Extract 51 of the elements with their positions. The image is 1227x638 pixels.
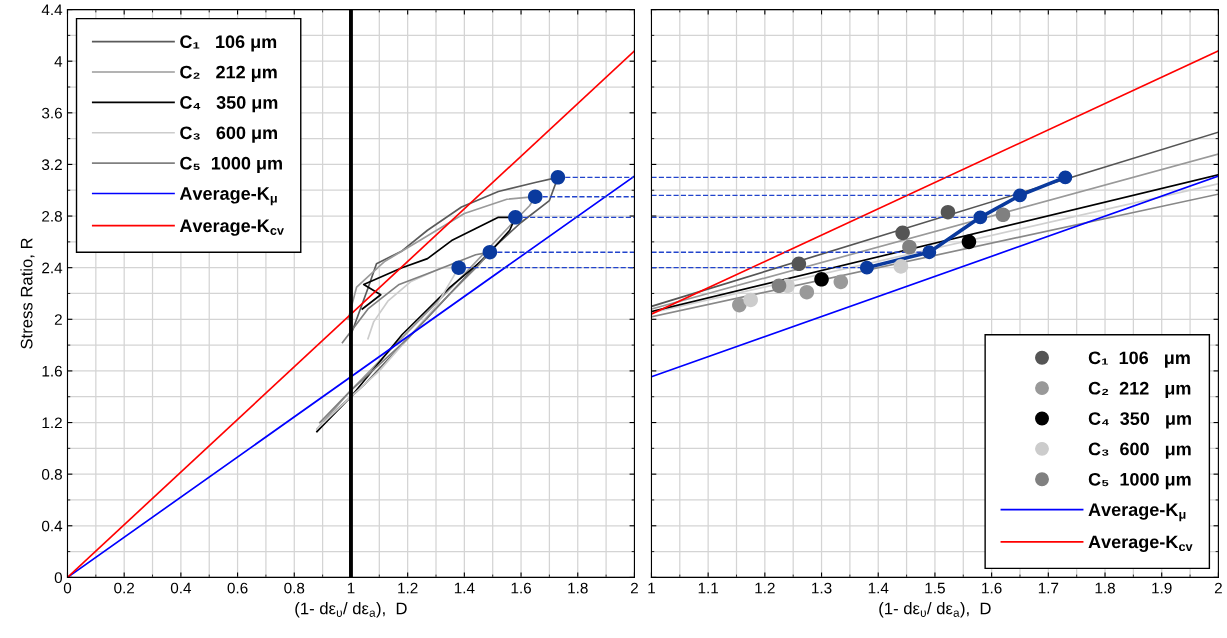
x-tick-label: 0.2 — [114, 582, 135, 594]
legend-label: C₃ 600 μm — [1088, 442, 1191, 459]
x-tick-label: 0.8 — [284, 582, 305, 594]
x-tick-label: 1.9 — [1152, 582, 1172, 594]
x-tick-label: 1.6 — [511, 582, 531, 594]
x-tick-label: 1.6 — [982, 582, 1002, 594]
legend-label: C₄ 350 μm — [1088, 412, 1191, 429]
legend-label: Average-K$_{μ}$ — [1088, 503, 1186, 522]
legend-label: C₂ 212 μm — [180, 65, 277, 82]
x-tick-label: 1.8 — [568, 582, 588, 594]
x-tick-label: 2 — [1214, 582, 1222, 594]
legend-label: C₅ 1000 μm — [1088, 472, 1191, 490]
y-tick-label: 2.4 — [42, 262, 63, 274]
legend-label: Average-K$_{cv}$ — [179, 219, 284, 236]
y-tick-label: 4.4 — [41, 4, 63, 16]
x-tick-label: 1.2 — [398, 582, 418, 594]
x-tick-label: 1 — [648, 582, 655, 594]
x-tick-label: 0.4 — [170, 582, 192, 594]
legend-label: Average-K$_{μ}$ — [179, 187, 277, 206]
x-tick-label: 2 — [630, 582, 638, 594]
x-tick-label: 1.3 — [812, 582, 832, 594]
legend-label: Average-K$_{cv}$ — [1088, 535, 1193, 552]
y-tick-label: 0 — [54, 572, 63, 584]
y-tick-label: 3.6 — [41, 107, 62, 119]
y-tick-label: 2 — [54, 314, 62, 325]
y-tick-label: 0.4 — [41, 520, 63, 532]
y-tick-label: 2.8 — [42, 210, 62, 222]
x-tick-label: 1.4 — [868, 582, 889, 594]
x-tick-label: 1.5 — [925, 582, 945, 594]
legend-label: C₄ 350 μm — [180, 96, 278, 113]
x-tick-label: 1.4 — [454, 582, 475, 594]
legend-label: C₁ 106 μm — [1088, 351, 1190, 368]
x-tick-label: 0.6 — [227, 582, 248, 594]
legend-label: C₃ 600 μm — [180, 126, 277, 143]
legend-label: C₂ 212 μm — [1088, 381, 1191, 399]
x-tick-label: 1 — [347, 582, 355, 594]
y-tick-label: 3.2 — [41, 159, 62, 171]
y-tick-label: 4 — [54, 56, 63, 67]
y-axis-title: Stress Ratio, R — [20, 238, 35, 349]
legend-label: C₅ 1000 μm — [180, 156, 282, 174]
x-axis-title: (1- dε$_{υ}$/ dε$_{a}$), D — [295, 602, 407, 618]
x-axis-title: (1- dε$_{υ}$/ dε$_{a}$), D — [879, 602, 991, 618]
y-tick-label: 1.6 — [42, 365, 62, 377]
y-tick-label: 1.2 — [42, 417, 62, 429]
y-tick-label: 0.8 — [41, 469, 62, 480]
x-tick-label: 1.1 — [698, 582, 719, 594]
x-tick-label: 0 — [63, 582, 72, 594]
x-tick-label: 1.8 — [1095, 582, 1115, 594]
legend-label: C₁ 106 μm — [180, 35, 277, 52]
x-tick-label: 1.7 — [1038, 582, 1059, 594]
x-tick-label: 1.2 — [755, 582, 775, 594]
